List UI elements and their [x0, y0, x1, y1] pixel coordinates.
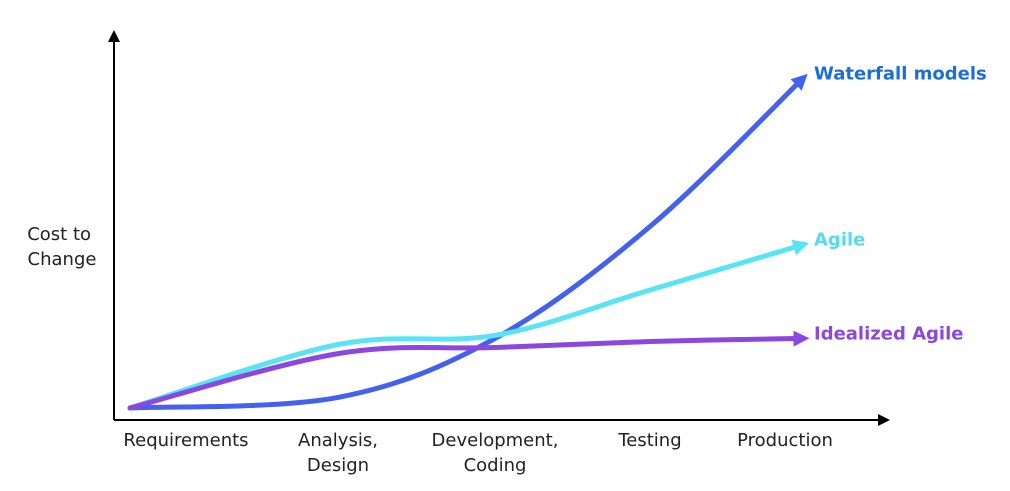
series-label-waterfall-models: Waterfall models	[814, 63, 987, 84]
y-axis-label-line-2: Change	[28, 249, 97, 270]
y-axis-label: Cost to Change	[27, 224, 97, 270]
series-line-agile	[127, 239, 810, 411]
x-tick-labels: Requirements Analysis, Design Development, C…	[123, 430, 832, 476]
x-tick-label: Requirements	[123, 430, 248, 451]
series-line-waterfall-models	[127, 73, 808, 411]
x-tick-label: Production	[737, 430, 833, 451]
x-tick-label-line: Requirements	[123, 430, 248, 451]
x-tick-label: Analysis, Design	[298, 430, 378, 476]
series-labels: Waterfall models Agile Idealized Agile	[814, 63, 987, 344]
x-tick-label: Development, Coding	[432, 430, 559, 476]
y-axis-label-line-1: Cost to	[27, 224, 91, 245]
series-label-idealized-agile: Idealized Agile	[814, 323, 963, 344]
x-tick-label-line: Production	[737, 430, 833, 451]
series-line-idealized-agile	[127, 330, 810, 411]
x-tick-label-line: Testing	[617, 430, 681, 451]
series-lines	[127, 73, 810, 411]
series-label-agile: Agile	[814, 230, 865, 251]
x-tick-label-line: Design	[307, 455, 369, 476]
x-tick-label-line: Analysis,	[298, 430, 378, 451]
x-tick-label-line: Coding	[464, 455, 527, 476]
x-tick-label: Testing	[617, 430, 681, 451]
x-tick-label-line: Development,	[432, 430, 559, 451]
